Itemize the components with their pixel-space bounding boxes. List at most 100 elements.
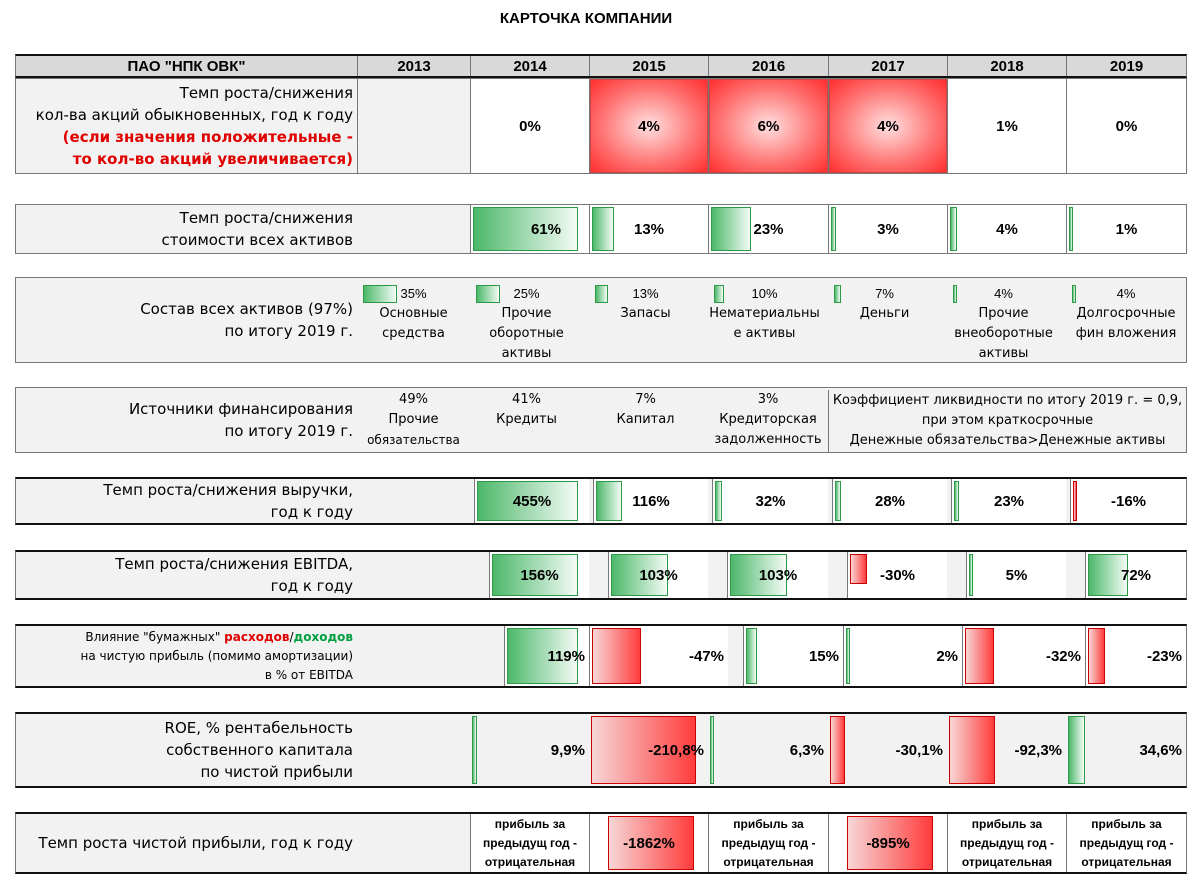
- roe-2015: -210,8%: [589, 714, 708, 786]
- funding-label: Источники финансирования по итогу 2019 г…: [16, 388, 357, 452]
- funding-item-label: задолженность: [714, 432, 822, 447]
- shares-label-note2: то кол-во акций увеличивается): [72, 150, 353, 168]
- revenue-bar: [596, 481, 622, 521]
- profit-2015-bar: [608, 816, 694, 870]
- ebitda-value-2014: 156%: [520, 566, 559, 584]
- funding-item-label: обязательства: [367, 433, 460, 447]
- profit-2015: -1862%: [589, 814, 708, 872]
- assets-growth-2017: 3%: [828, 205, 947, 253]
- paper-value-2019: -23%: [1146, 647, 1182, 665]
- shares-2013: [357, 79, 470, 173]
- asset-item-label: внеоборотные: [954, 326, 1053, 341]
- funding-item: 49% Прочие обязательства: [357, 390, 470, 450]
- paper-bar: [507, 628, 578, 684]
- paper-bar: [1088, 628, 1105, 684]
- roe-2017: -30,1%: [828, 714, 947, 786]
- paper-bar: [746, 628, 757, 684]
- profit-value-2017: -895%: [866, 834, 910, 852]
- profit-2016-line3: отрицательная: [723, 854, 814, 869]
- assets-structure-label-line1: Состав всех активов (97%): [140, 300, 353, 318]
- asset-item-label: Запасы: [620, 306, 671, 321]
- ebitda-bar: [730, 554, 788, 596]
- assets-growth-label-line2: стоимости всех активов: [161, 231, 353, 249]
- assets_growth-bar: [711, 207, 751, 251]
- shares-value-2016: 6%: [757, 117, 780, 135]
- paper-value-2017: 2%: [936, 647, 958, 665]
- asset-item: 10% Нематериальны е активы: [708, 284, 821, 344]
- asset-item-label: средства: [382, 326, 445, 341]
- assets-growth-value-2018: 4%: [996, 220, 1018, 238]
- year-2016: 2016: [708, 56, 828, 76]
- paper-row: Влияние "бумажных" расходов/доходов на ч…: [15, 624, 1187, 688]
- profit-value-2015: -1862%: [623, 834, 675, 852]
- roe-bar: [830, 716, 845, 784]
- asset-item: 4% Прочие внеоборотные активы: [947, 284, 1060, 364]
- assets-growth-2014: 61%: [470, 205, 589, 253]
- assets-growth-2015: 13%: [589, 205, 708, 253]
- assets-structure-label-line2: по итогу 2019 г.: [224, 322, 353, 340]
- paper-bar: [965, 628, 995, 684]
- revenue-bar: [954, 481, 960, 521]
- ebitda-2019: 72%: [1085, 552, 1186, 598]
- assets-growth-label-line1: Темп роста/снижения: [179, 209, 353, 227]
- shares-value-2019: 0%: [1115, 117, 1138, 135]
- ebitda-value-2015: 103%: [639, 566, 678, 584]
- paper-label-prefix: Влияние "бумажных": [85, 629, 221, 644]
- asset-item-value: 4%: [994, 286, 1013, 301]
- asset-item-value: 13%: [632, 286, 659, 301]
- roe-value-2016: 6,3%: [789, 741, 824, 759]
- funding-label-line2: по итогу 2019 г.: [224, 422, 353, 440]
- roe-label-line3: по чистой прибыли: [200, 763, 353, 781]
- revenue-2016: 32%: [712, 479, 828, 523]
- profit-2014-line2: предыдущ год -: [483, 835, 577, 850]
- revenue-bar: [835, 481, 842, 521]
- assets_growth-bar: [831, 207, 837, 251]
- ebitda-2017: -30%: [847, 552, 947, 598]
- shares-2016: 6%: [708, 79, 828, 173]
- asset-item: 25% Прочие оборотные активы: [470, 284, 583, 364]
- shares-2017: 4%: [828, 79, 947, 173]
- paper-bar: [846, 628, 850, 684]
- ebitda-bar: [1088, 554, 1129, 596]
- assets_growth-bar: [950, 207, 957, 251]
- asset-item-label: активы: [501, 346, 552, 361]
- paper-label-line3: в % от EBITDA: [264, 667, 353, 682]
- ebitda-bar: [611, 554, 668, 596]
- roe-label: ROE, % рентабельность собственного капит…: [16, 714, 357, 786]
- profit-row: Темп роста чистой прибыли, год к году пр…: [15, 812, 1187, 874]
- assets-growth-value-2014: 61%: [530, 220, 561, 238]
- profit-2019-line3: отрицательная: [1081, 854, 1172, 869]
- asset-item-bar: [953, 285, 957, 303]
- shares-label: Темп роста/снижения кол-ва акций обыкнов…: [16, 79, 357, 173]
- ebitda-value-2019: 72%: [1120, 566, 1152, 584]
- asset-item-pct: 10%: [708, 284, 821, 304]
- paper-2016: 15%: [743, 626, 843, 686]
- paper-bar: [592, 628, 642, 684]
- revenue-label-line2: год к году: [270, 503, 353, 521]
- shares-value-2015: 4%: [638, 117, 660, 135]
- profit-2019-line2: предыдущ год -: [1079, 835, 1174, 850]
- asset-item-bar: [714, 285, 724, 303]
- year-2017: 2017: [828, 56, 947, 76]
- revenue-value-2016: 32%: [755, 492, 786, 510]
- profit-2014: прибыль за предыдущ год - отрицательная: [470, 814, 589, 872]
- asset-item-label: Основные: [379, 306, 448, 321]
- asset-item-label: активы: [978, 346, 1029, 361]
- funding-item-label: Кредиторская: [719, 412, 817, 427]
- paper-label: Влияние "бумажных" расходов/доходов на ч…: [16, 626, 357, 686]
- year-2015: 2015: [589, 56, 708, 76]
- profit-2013: [357, 814, 470, 872]
- asset-item-bar: [476, 285, 501, 303]
- profit-2017: -895%: [828, 814, 947, 872]
- revenue-2017: 28%: [832, 479, 947, 523]
- ebitda-value-2017: -30%: [879, 566, 916, 584]
- asset-item-value: 10%: [751, 286, 778, 301]
- profit-2016: прибыль за предыдущ год - отрицательная: [708, 814, 828, 872]
- ebitda-value-2016: 103%: [758, 566, 798, 584]
- assets-growth-row: Темп роста/снижения стоимости всех актив…: [15, 204, 1187, 254]
- assets-structure-label: Состав всех активов (97%) по итогу 2019 …: [16, 278, 357, 362]
- asset-item-value: 7%: [875, 286, 894, 301]
- year-2019: 2019: [1066, 56, 1186, 76]
- paper-2014: 119%: [504, 626, 589, 686]
